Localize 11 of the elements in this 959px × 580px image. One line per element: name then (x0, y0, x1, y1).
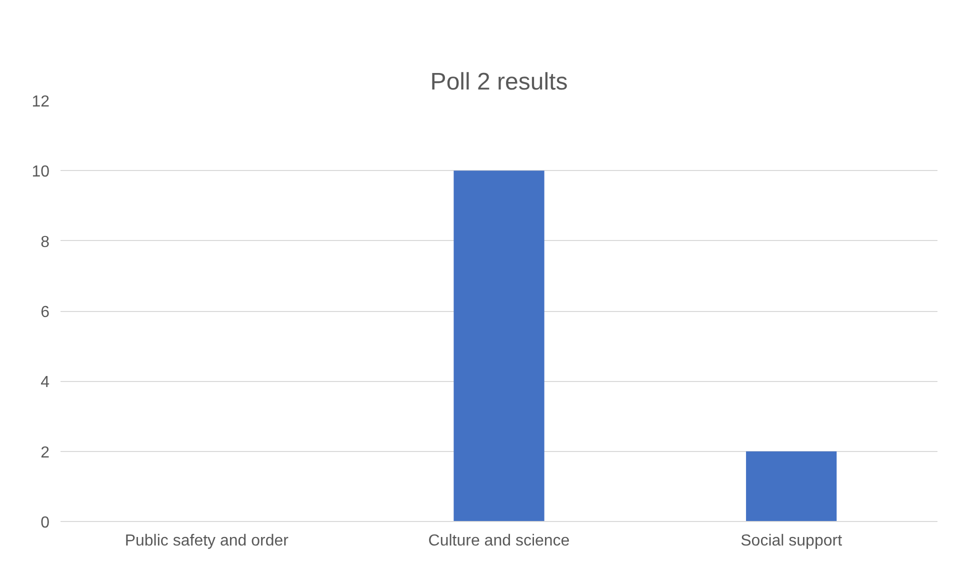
y-tick-label: 6 (40, 304, 50, 321)
y-tick-label: 4 (40, 374, 50, 392)
x-tick-label: Public safety and order (124, 532, 290, 550)
x-tick-label: Social support (740, 532, 843, 550)
y-tick-label: 12 (32, 94, 50, 110)
y-tick-label: 2 (40, 444, 50, 462)
y-tick-label: 10 (32, 164, 50, 181)
y-tick-label: 0 (40, 514, 50, 532)
chart-title: Poll 2 results (430, 68, 568, 96)
x-tick-label: Culture and science (428, 532, 570, 550)
y-tick-label: 8 (40, 234, 50, 251)
